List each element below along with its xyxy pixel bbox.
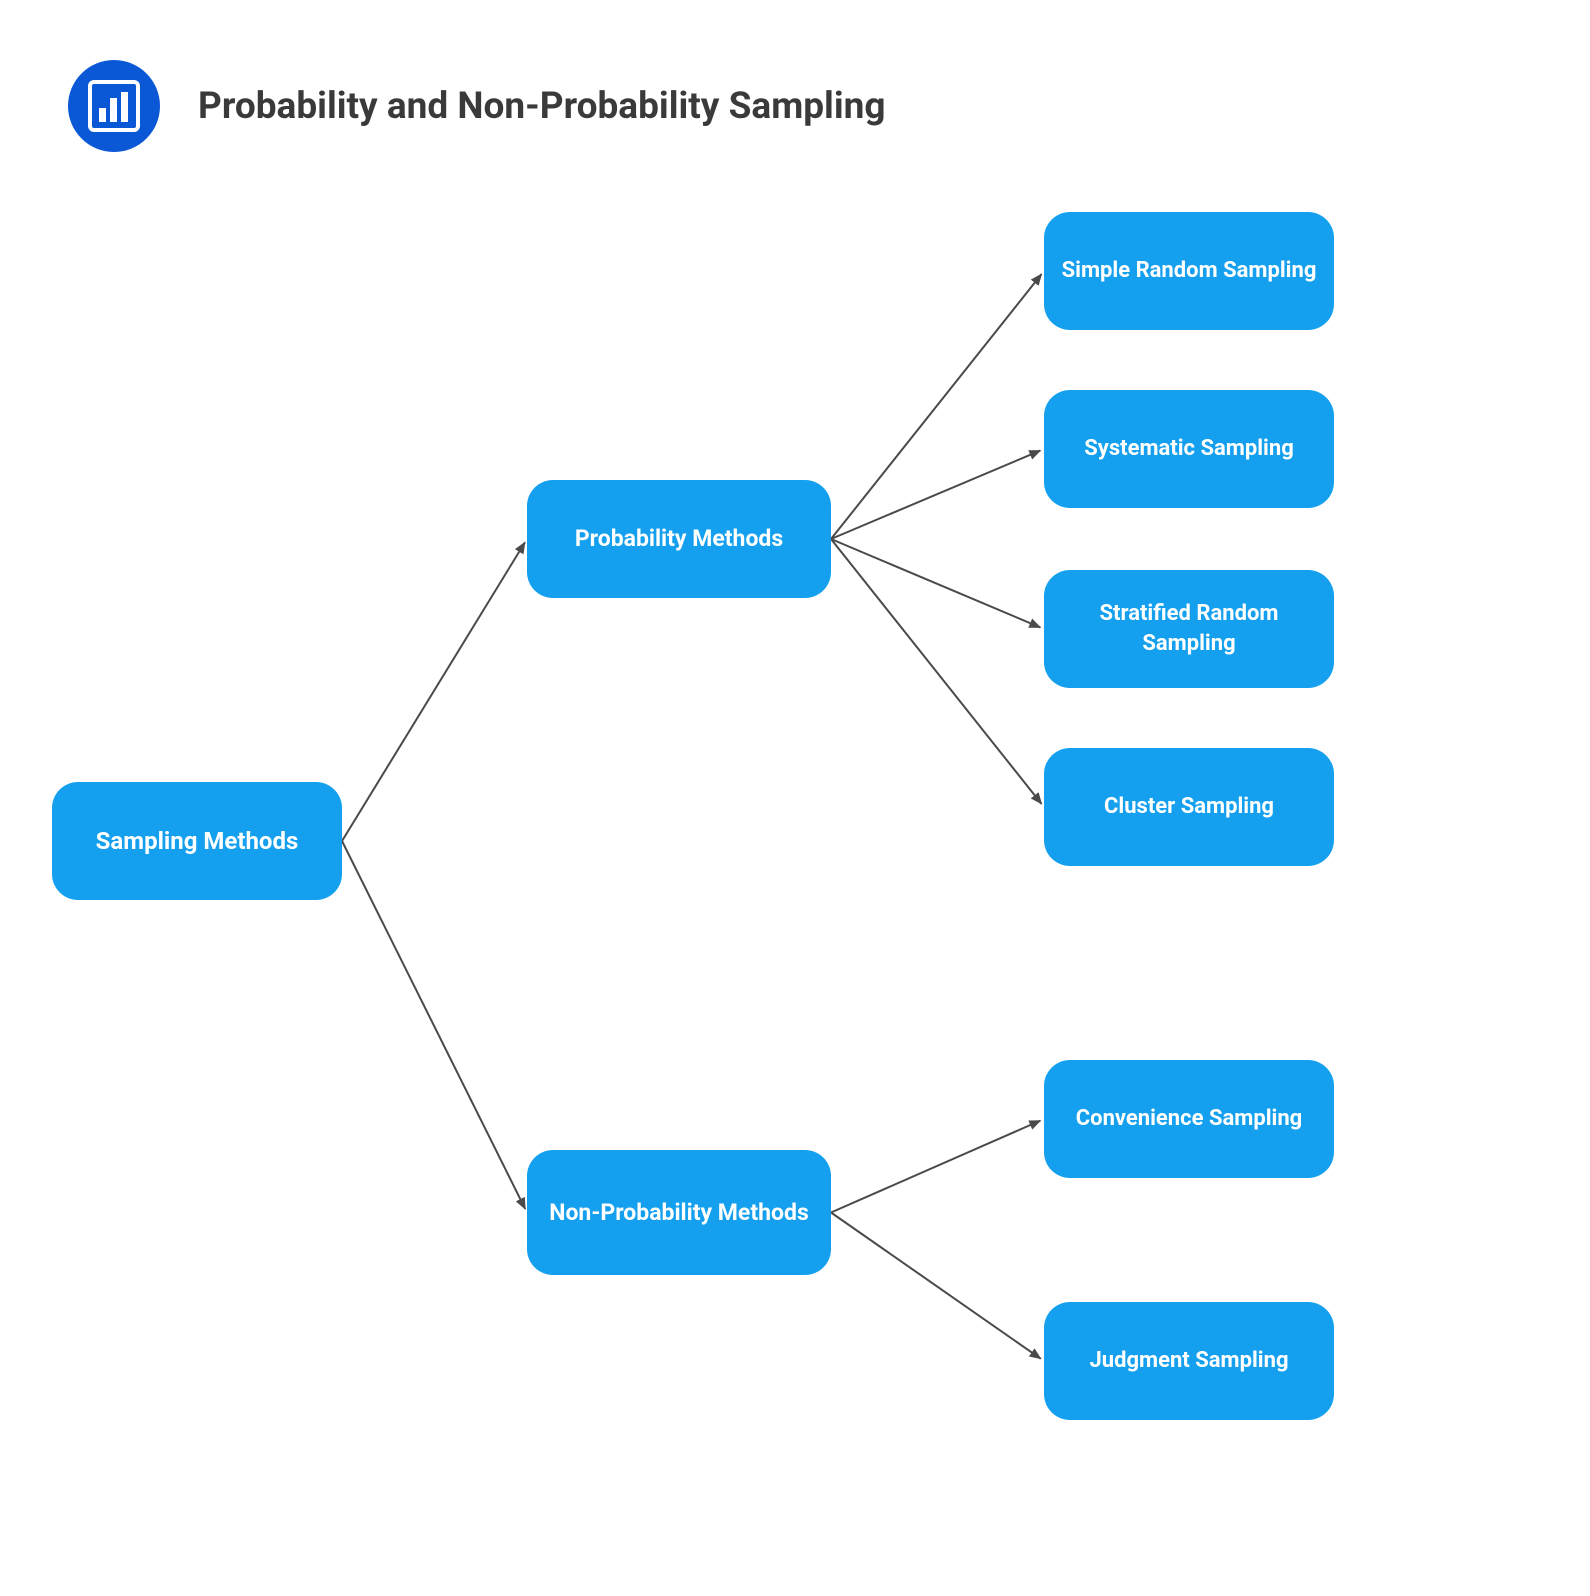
edge-prob-cluster (831, 539, 1042, 804)
edge-prob-strat (831, 539, 1040, 627)
node-nonprob: Non-Probability Methods (527, 1150, 831, 1275)
node-label: Probability Methods (575, 523, 783, 554)
node-sys: Systematic Sampling (1044, 390, 1334, 508)
node-label: Simple Random Sampling (1062, 256, 1317, 286)
header: Probability and Non-Probability Sampling (68, 60, 886, 152)
node-label: Stratified Random Sampling (1056, 599, 1322, 658)
node-judg: Judgment Sampling (1044, 1302, 1334, 1420)
node-srs: Simple Random Sampling (1044, 212, 1334, 330)
bar-chart-icon (86, 78, 142, 134)
chart-icon-circle (68, 60, 160, 152)
edge-root-nonprob (342, 841, 525, 1209)
node-label: Systematic Sampling (1084, 434, 1294, 464)
edge-prob-sys (831, 451, 1040, 539)
node-label: Non-Probability Methods (549, 1197, 809, 1228)
node-cluster: Cluster Sampling (1044, 748, 1334, 866)
node-label: Cluster Sampling (1104, 792, 1274, 822)
node-strat: Stratified Random Sampling (1044, 570, 1334, 688)
node-label: Sampling Methods (96, 825, 299, 857)
edge-prob-srs (831, 274, 1042, 539)
edge-nonprob-conv (831, 1121, 1040, 1213)
node-label: Judgment Sampling (1089, 1346, 1288, 1376)
edge-nonprob-judg (831, 1213, 1041, 1359)
node-root: Sampling Methods (52, 782, 342, 900)
node-prob: Probability Methods (527, 480, 831, 598)
page-title: Probability and Non-Probability Sampling (198, 85, 886, 128)
edge-root-prob (342, 542, 525, 841)
node-conv: Convenience Sampling (1044, 1060, 1334, 1178)
node-label: Convenience Sampling (1076, 1104, 1303, 1134)
